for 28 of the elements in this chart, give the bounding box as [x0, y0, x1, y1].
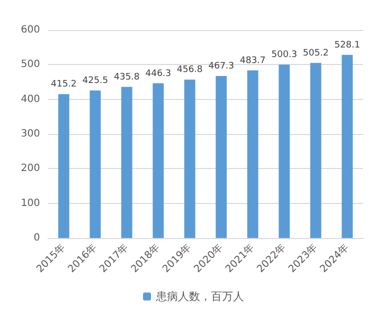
- y-tick-label: 500: [20, 59, 40, 70]
- data-label: 425.5: [82, 76, 108, 86]
- data-label: 528.1: [334, 40, 360, 50]
- data-label: 505.2: [302, 48, 329, 58]
- y-tick-label: 0: [34, 232, 40, 244]
- bar: [58, 94, 70, 238]
- data-label: 446.3: [145, 68, 172, 79]
- y-tick-label: 400: [20, 94, 40, 105]
- y-tick-label: 200: [20, 163, 40, 174]
- bar: [342, 54, 353, 238]
- bar: [90, 90, 101, 238]
- bar: [121, 86, 132, 238]
- data-label: 456.8: [176, 65, 203, 76]
- legend-label: 患病人数，百万人: [155, 290, 244, 303]
- data-label: 415.2: [50, 80, 77, 90]
- data-label: 500.3: [271, 50, 298, 60]
- y-tick-label: 600: [20, 24, 40, 36]
- bar: [310, 62, 322, 238]
- y-tick-label: 100: [20, 198, 40, 209]
- bar: [247, 70, 258, 238]
- data-label: 435.8: [114, 72, 140, 82]
- data-label: 483.7: [240, 56, 266, 66]
- bar: [216, 76, 227, 238]
- data-label: 467.3: [208, 62, 234, 72]
- bar: [184, 80, 196, 238]
- bar: [278, 64, 290, 238]
- bar: [152, 83, 164, 238]
- y-tick-label: 300: [20, 128, 40, 140]
